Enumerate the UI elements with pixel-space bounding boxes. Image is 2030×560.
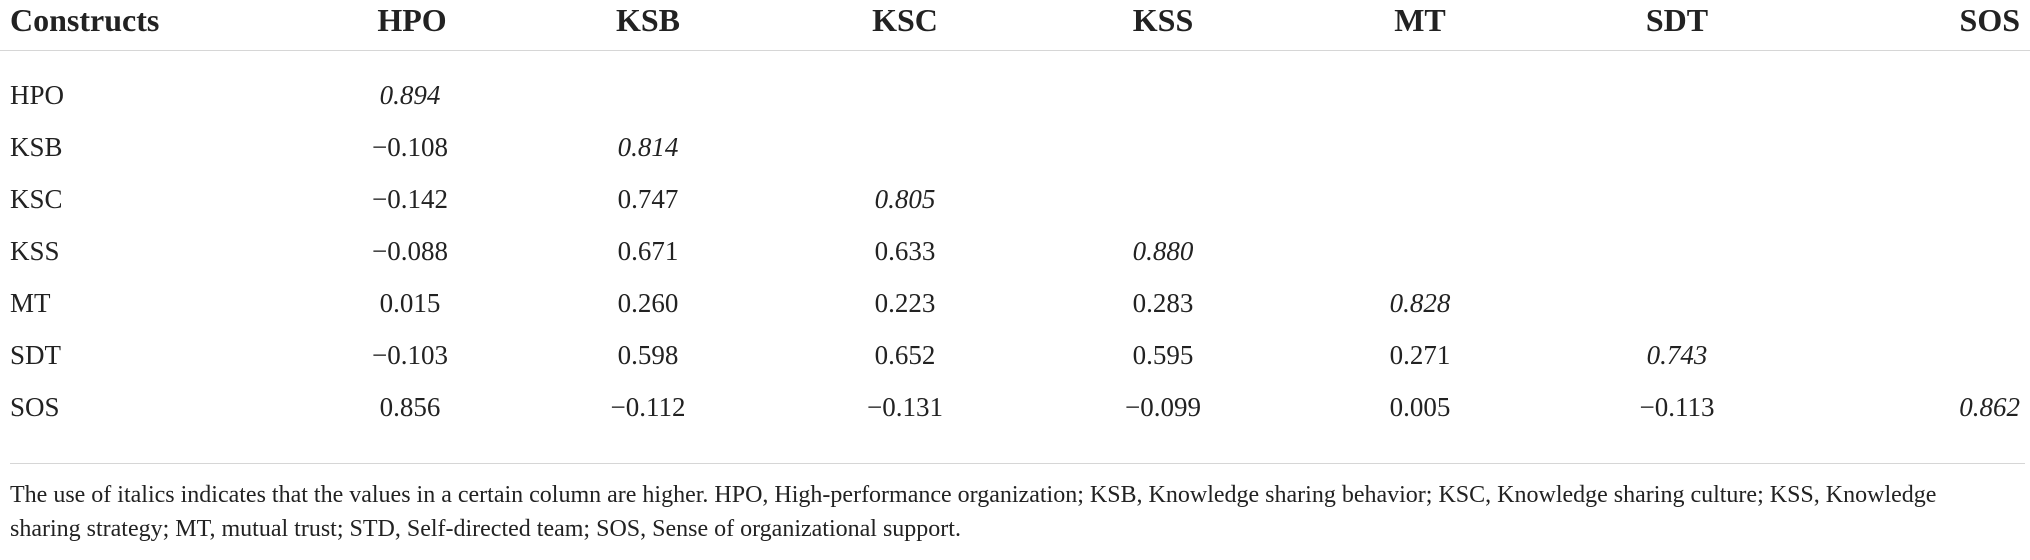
table-cell — [1548, 225, 1806, 277]
table-cell: 0.598 — [617, 339, 679, 370]
table-cell — [1806, 173, 2030, 225]
table-row: KSB −0.108 0.814 — [0, 121, 2030, 173]
header-hpo: HPO — [377, 2, 447, 38]
table-row: KSC −0.142 0.747 0.805 — [0, 173, 2030, 225]
table-cell — [776, 121, 1034, 173]
table-row: MT 0.015 0.260 0.223 0.283 0.828 — [0, 277, 2030, 329]
row-label: HPO — [10, 79, 65, 110]
table-cell: 0.880 — [1132, 235, 1194, 266]
table-cell — [1806, 277, 2030, 329]
header-ksc: KSC — [872, 2, 938, 38]
table-cell: 0.633 — [874, 235, 936, 266]
table-cell: −0.142 — [372, 183, 448, 214]
table-cell — [1034, 173, 1292, 225]
table-cell: −0.088 — [372, 235, 448, 266]
table-cell: 0.015 — [379, 287, 441, 318]
table-cell: 0.271 — [1389, 339, 1451, 370]
table-cell: 0.894 — [379, 79, 441, 110]
table-cell — [1548, 121, 1806, 173]
table-cell — [776, 69, 1034, 121]
table-cell — [1806, 69, 2030, 121]
table-cell — [1292, 121, 1548, 173]
table-cell: 0.747 — [617, 183, 679, 214]
header-sos: SOS — [1959, 2, 2020, 38]
correlation-table: Constructs HPO KSB KSC KSS MT SDT SOS HP… — [0, 0, 2030, 433]
table-cell: −0.108 — [372, 131, 448, 162]
table-cell: −0.131 — [867, 391, 943, 422]
header-mt: MT — [1394, 2, 1446, 38]
row-label: KSC — [10, 183, 63, 214]
header-row: Constructs HPO KSB KSC KSS MT SDT SOS — [0, 0, 2030, 51]
table-cell: 0.005 — [1389, 391, 1451, 422]
table-row: SOS 0.856 −0.112 −0.131 −0.099 0.005 −0.… — [0, 381, 2030, 433]
row-label: MT — [10, 287, 51, 318]
header-kss: KSS — [1132, 2, 1194, 38]
table-cell — [520, 69, 776, 121]
header-ksb: KSB — [615, 2, 681, 38]
table-cell: 0.856 — [379, 391, 441, 422]
table-cell: 0.652 — [874, 339, 936, 370]
table-cell — [1292, 173, 1548, 225]
table-cell: 0.828 — [1389, 287, 1451, 318]
table-cell — [1034, 121, 1292, 173]
table-cell — [1806, 225, 2030, 277]
header-sdt: SDT — [1645, 2, 1709, 38]
table-cell — [1292, 69, 1548, 121]
table-cell: −0.099 — [1125, 391, 1201, 422]
table-cell: 0.260 — [617, 287, 679, 318]
table-cell — [1034, 69, 1292, 121]
table-cell — [1292, 225, 1548, 277]
table-cell: 0.743 — [1646, 339, 1708, 370]
table-cell — [1548, 277, 1806, 329]
table-cell: 0.671 — [617, 235, 679, 266]
table-cell: 0.283 — [1132, 287, 1194, 318]
table-cell: 0.862 — [1959, 391, 2020, 422]
table-footer-divider — [10, 463, 2025, 464]
table-row: HPO 0.894 — [0, 69, 2030, 121]
row-label: KSS — [10, 235, 60, 266]
row-label: SDT — [10, 339, 62, 370]
table-row: SDT −0.103 0.598 0.652 0.595 0.271 0.743 — [0, 329, 2030, 381]
table-cell: 0.595 — [1132, 339, 1194, 370]
table-cell: 0.223 — [874, 287, 936, 318]
table-cell — [1806, 121, 2030, 173]
table-cell: −0.113 — [1639, 391, 1715, 422]
row-label: KSB — [10, 131, 63, 162]
row-label: SOS — [10, 391, 60, 422]
table-cell — [1548, 69, 1806, 121]
header-constructs: Constructs — [10, 2, 160, 38]
table-cell: −0.112 — [610, 391, 686, 422]
table-cell: 0.805 — [874, 183, 936, 214]
table-footnote: The use of italics indicates that the va… — [10, 482, 1937, 542]
table-cell — [1806, 329, 2030, 381]
table-row: KSS −0.088 0.671 0.633 0.880 — [0, 225, 2030, 277]
table-cell — [1548, 173, 1806, 225]
table-cell: 0.814 — [617, 131, 679, 162]
table-cell: −0.103 — [372, 339, 448, 370]
